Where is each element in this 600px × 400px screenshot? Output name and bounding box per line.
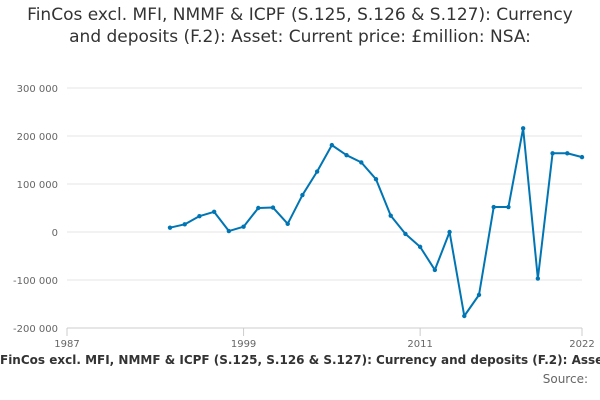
data-point [506,204,511,210]
legend-series-label: FinCos excl. MFI, NMMF & ICPF (S.125, S.… [0,353,600,367]
data-point [462,313,467,319]
data-point [197,213,202,219]
data-point [226,228,232,234]
data-point [417,244,423,250]
data-point [241,224,246,229]
y-tick-label: -200 000 [13,324,58,335]
x-tick-label: 1999 [231,339,256,350]
data-point [447,229,452,235]
x-tick-label: 2011 [407,339,432,350]
y-tick-label: 0 [52,228,58,239]
x-tick-label: 2022 [569,339,594,350]
data-point [491,204,496,210]
data-point [256,205,261,211]
data-point [344,153,349,158]
data-point [314,169,320,174]
data-point [359,160,364,165]
data-point [535,276,541,281]
data-point [211,209,217,215]
y-tick-label: 200 000 [17,132,58,143]
data-point [182,222,187,227]
data-point [373,177,379,182]
data-point [329,142,335,148]
y-tick-label: 300 000 [17,84,58,95]
data-point [579,154,585,160]
data-point [432,267,438,273]
data-point [565,151,570,156]
data-point [300,192,305,198]
y-tick-label: -100 000 [13,276,58,287]
data-point [520,126,526,131]
data-point [550,151,555,156]
data-point [388,213,393,218]
series-line [169,127,583,317]
data-point [476,292,482,298]
x-tick-label: 1987 [54,339,79,350]
data-point [285,221,290,227]
data-point [167,225,173,230]
chart-title: FinCos excl. MFI, NMMF & ICPF (S.125, S.… [27,5,573,47]
y-tick-label: 100 000 [17,180,58,191]
data-point [270,205,276,210]
data-point [403,231,408,237]
source-label: Source: [542,372,588,386]
